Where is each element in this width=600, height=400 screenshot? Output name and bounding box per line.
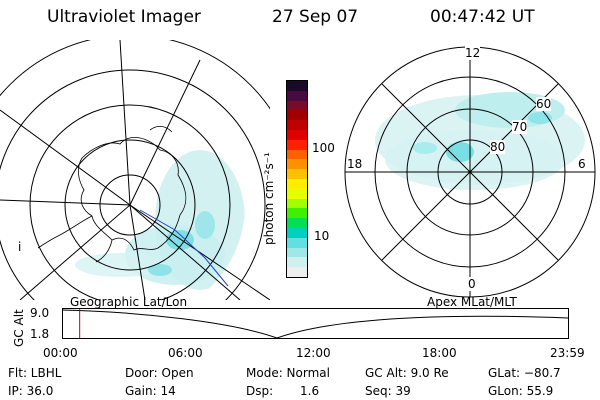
colorbar-segment-12 [287,198,307,209]
mlt-label-18: 18 [347,157,363,171]
latitude-grid [0,40,270,300]
mlat-label-70: 70 [512,120,528,134]
colorbar-segment-7 [287,149,307,160]
timeline-xtick-1800: 18:00 [422,346,457,360]
colorbar-segment-15 [287,227,307,238]
altitude-timeline [62,308,569,339]
colorbar-segment-3 [287,110,307,121]
gain-info: Gain: 14 [125,384,176,398]
mlt-label-12: 12 [465,46,481,60]
longitude-grid [0,40,270,300]
timeline-xtick-2359: 23:59 [550,346,585,360]
ip-info: IP: 36.0 [8,384,54,398]
colorbar-tick-100: 100 [312,141,335,155]
colorbar-segment-17 [287,247,307,258]
colorbar-tick-10: 10 [314,229,330,243]
satellite-track [139,209,229,287]
door-info: Door: Open [125,366,194,380]
filter-info: Flt: LBHL [8,366,62,380]
colorbar-segment-9 [287,169,307,179]
timeline-tick-9: 9.0 [30,306,50,320]
apex-label: Apex MLat/MLT [427,295,517,309]
glat-info: GLat: −80.7 [488,366,561,380]
mlt-grid [345,47,595,297]
colorbar [286,80,308,278]
geographic-label: Geographic Lat/Lon [70,295,188,309]
colorbar-segment-8 [287,159,307,170]
time-label: 00:47:42 UT [430,7,535,27]
colorbar-segment-14 [287,218,307,228]
magnetic-map [344,46,596,298]
colorbar-segment-11 [287,188,307,199]
mlat-label-60: 60 [536,97,552,111]
colorbar-segment-2 [287,100,307,111]
mlt-label-6: 6 [578,157,586,171]
glon-info: GLon: 55.9 [488,384,554,398]
aurora-oval-image [375,92,585,190]
timeline-xtick-0000: 00:00 [43,346,78,360]
colorbar-segment-4 [287,120,307,130]
timeline-tick-1-8: 1.8 [30,327,50,341]
colorbar-segment-5 [287,129,307,140]
colorbar-segment-16 [287,237,307,248]
mlat-label-80: 80 [490,140,506,154]
gc-alt-info: GC Alt: 9.0 Re [365,366,449,380]
dsp-label: Dsp: [246,384,274,398]
mode-info: Mode: Normal [246,366,330,380]
colorbar-segment-10 [287,178,307,189]
instrument-title: Ultraviolet Imager [47,7,201,27]
timeline-y-label: GC Alt [12,309,26,347]
colorbar-segment-6 [287,139,307,150]
timeline-xtick-0600: 06:00 [168,346,203,360]
colorbar-segment-18 [287,257,307,268]
aurora-image [75,150,245,290]
colorbar-unit-label: photon cm⁻²s⁻¹ [262,152,276,245]
seq-info: Seq: 39 [365,384,411,398]
colorbar-segment-19 [287,267,307,277]
timeline-xtick-1200: 12:00 [296,346,331,360]
colorbar-segment-13 [287,208,307,219]
colorbar-segment-1 [287,90,307,101]
mlt-label-0: 0 [468,277,476,291]
geographic-map [0,40,270,300]
left-tick-mark: i [18,240,22,254]
dsp-value: 1.6 [300,384,320,398]
colorbar-segment-0 [287,81,307,91]
date-label: 27 Sep 07 [272,7,359,27]
coastline [37,126,187,263]
